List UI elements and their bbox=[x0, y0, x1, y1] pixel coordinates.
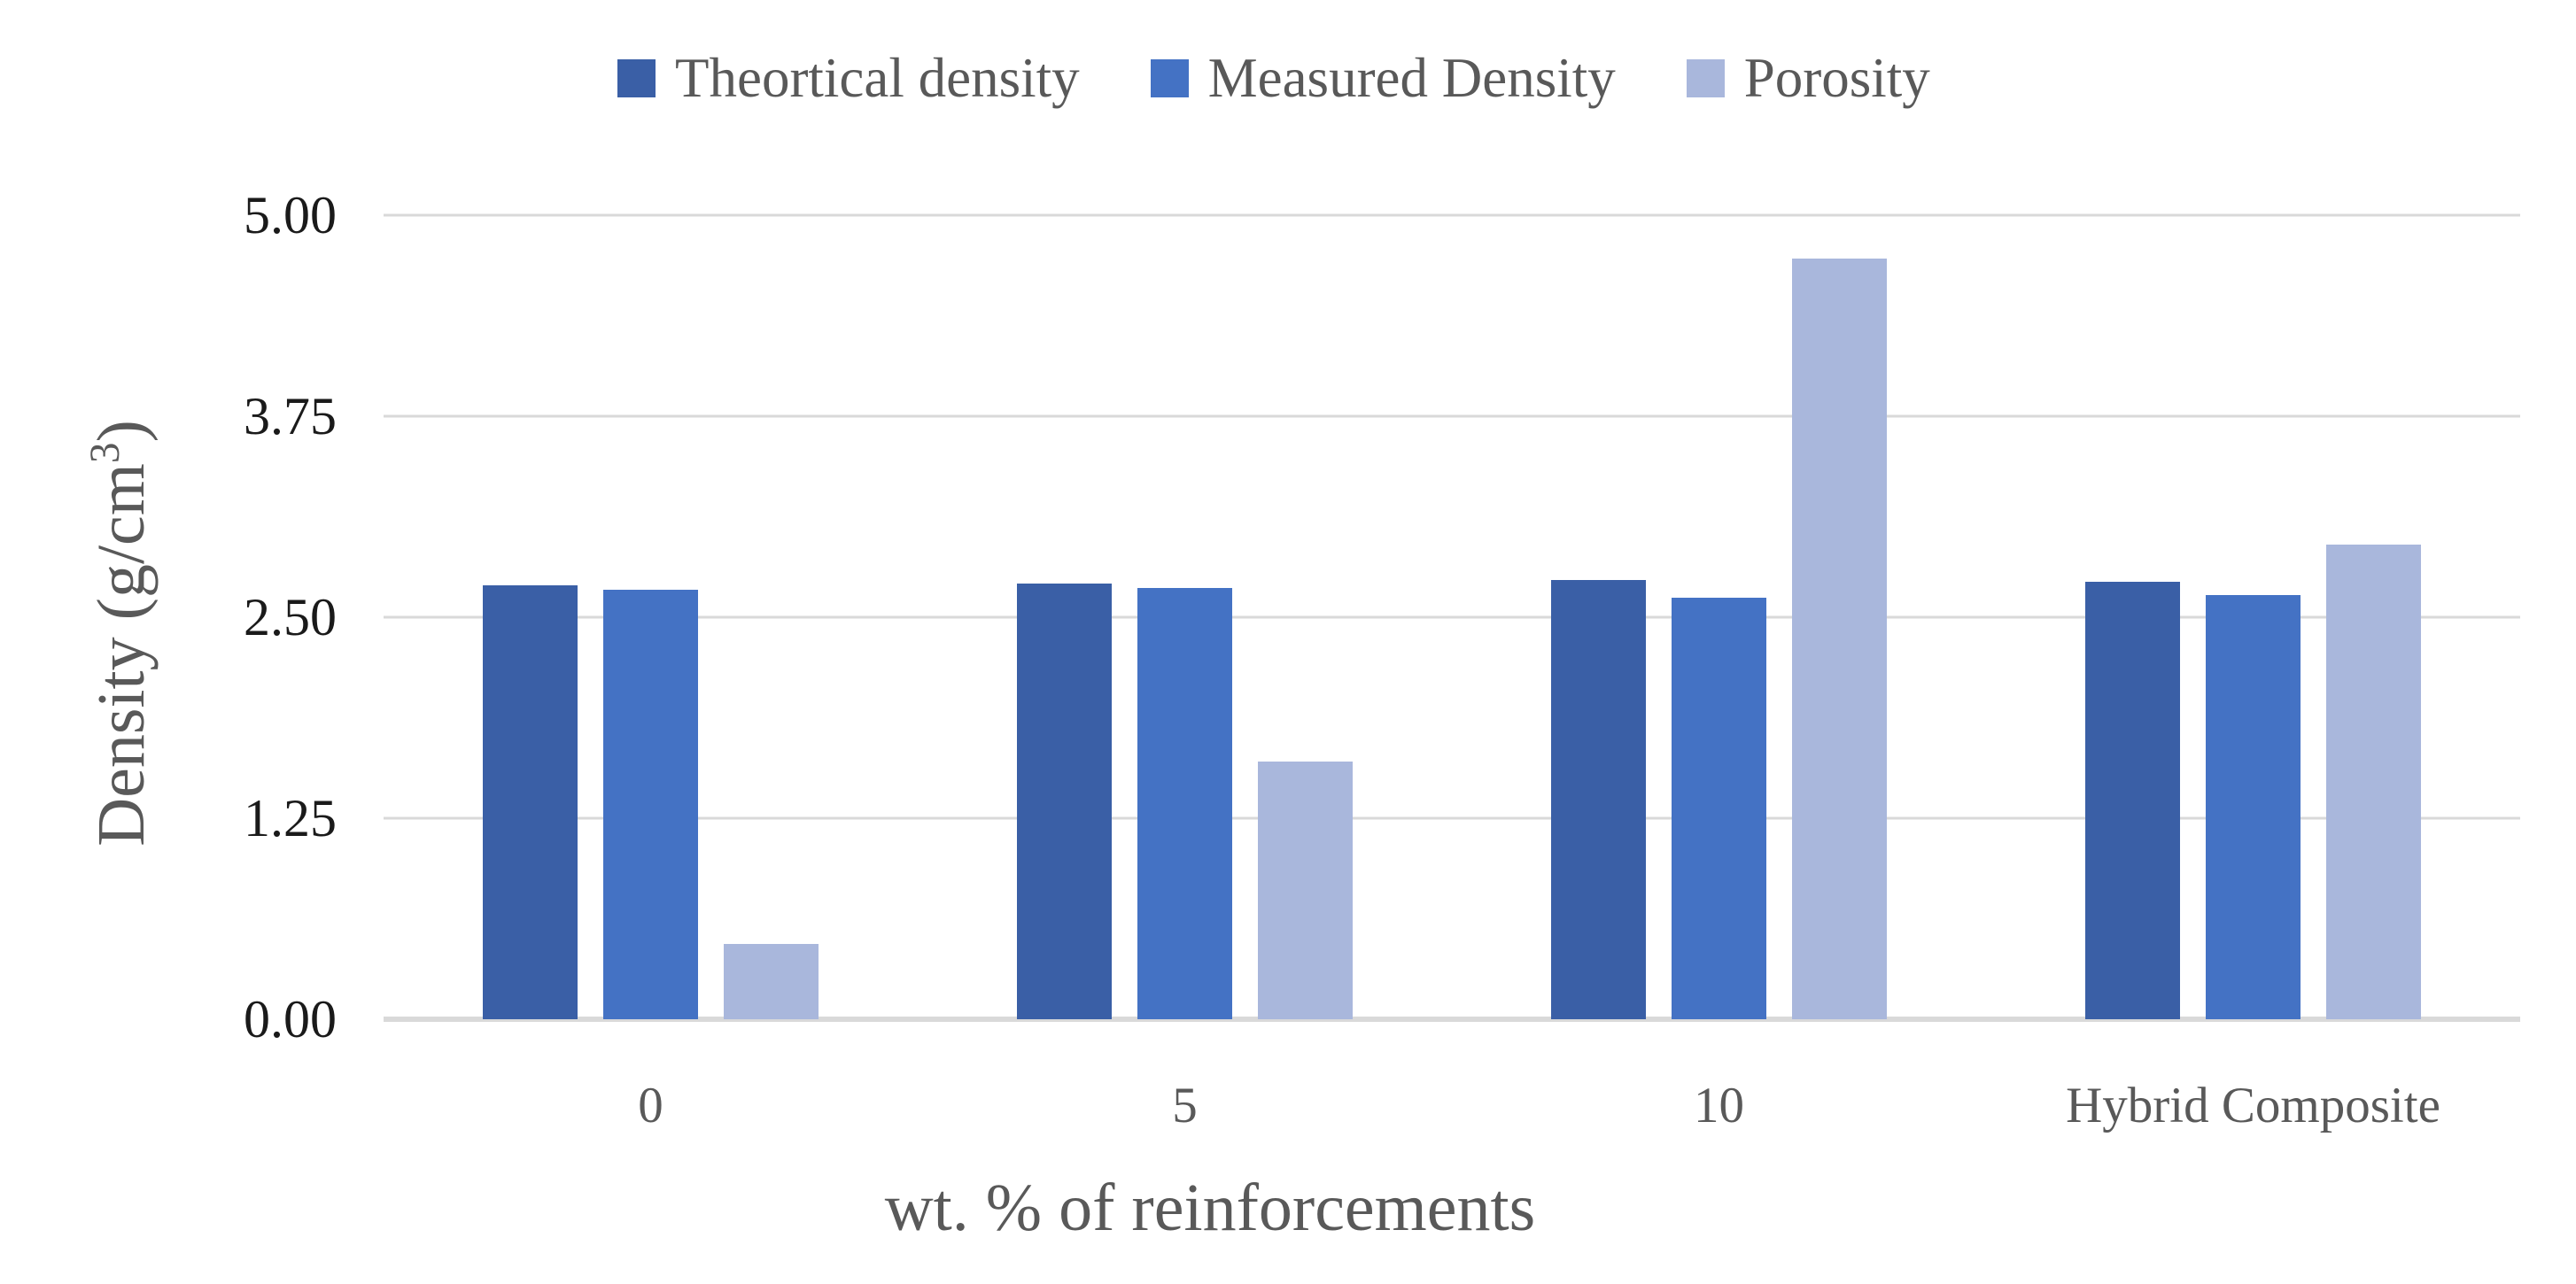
y-axis-title-text: Density (g/cm bbox=[84, 463, 159, 847]
bar-theortical-density-0 bbox=[483, 585, 578, 1019]
bar-group-hybrid-composite bbox=[1986, 215, 2520, 1019]
bar-measured-density-0 bbox=[603, 590, 698, 1019]
gridline-3.75 bbox=[384, 414, 2520, 418]
x-axis-category-labels: 0 5 10 Hybrid Composite bbox=[384, 1079, 2520, 1133]
y-tick-label-3.75: 3.75 bbox=[244, 387, 337, 445]
gridline-5.00 bbox=[384, 213, 2520, 217]
bar-porosity-5 bbox=[1258, 762, 1353, 1019]
y-tick-label-0.00: 0.00 bbox=[244, 990, 337, 1048]
bar-porosity-0 bbox=[724, 944, 819, 1019]
bar-theortical-density-10 bbox=[1551, 580, 1646, 1019]
bar-group-5 bbox=[918, 215, 1452, 1019]
legend-item-measured-density: Measured Density bbox=[1150, 46, 1616, 109]
category-label-hybrid-composite: Hybrid Composite bbox=[2066, 1078, 2440, 1133]
gridline-1.25 bbox=[384, 816, 2520, 820]
bar-porosity-10 bbox=[1792, 259, 1887, 1019]
category-label-5: 5 bbox=[1172, 1078, 1198, 1133]
y-tick-label-2.50: 2.50 bbox=[244, 588, 337, 646]
legend-swatch-icon bbox=[617, 58, 656, 97]
bar-measured-density-10 bbox=[1672, 598, 1766, 1019]
legend-label: Porosity bbox=[1743, 46, 1930, 109]
bar-measured-density-hybrid-composite bbox=[2206, 595, 2301, 1019]
x-axis-title: wt. % of reinforcements bbox=[884, 1171, 1536, 1245]
bar-porosity-hybrid-composite bbox=[2326, 545, 2421, 1019]
legend-swatch-icon bbox=[1150, 58, 1189, 97]
category-label-0: 0 bbox=[638, 1078, 663, 1133]
bar-group-10 bbox=[1452, 215, 1986, 1019]
gridline-2.50 bbox=[384, 615, 2520, 619]
y-tick-label-5.00: 5.00 bbox=[244, 186, 337, 244]
bar-measured-density-5 bbox=[1137, 588, 1232, 1019]
legend-item-theortical-density: Theortical density bbox=[617, 50, 1080, 106]
category-label-10: 10 bbox=[1694, 1078, 1744, 1133]
bar-theortical-density-hybrid-composite bbox=[2085, 582, 2180, 1019]
bar-group-0 bbox=[384, 215, 918, 1019]
legend-label: Measured Density bbox=[1207, 46, 1616, 109]
y-tick-label-1.25: 1.25 bbox=[244, 789, 337, 847]
legend-swatch-icon bbox=[1686, 58, 1725, 97]
chart-legend: Theortical density Measured Density Porosi… bbox=[617, 41, 1930, 115]
legend-item-porosity: Porosity bbox=[1686, 46, 1930, 109]
legend-label: Theortical density bbox=[675, 46, 1080, 109]
bar-theortical-density-5 bbox=[1017, 584, 1112, 1019]
plot-area bbox=[384, 213, 2520, 1022]
x-axis-line bbox=[384, 1017, 2520, 1022]
bar-groups bbox=[384, 215, 2520, 1019]
y-axis-title-superscript: 3 bbox=[82, 442, 128, 464]
